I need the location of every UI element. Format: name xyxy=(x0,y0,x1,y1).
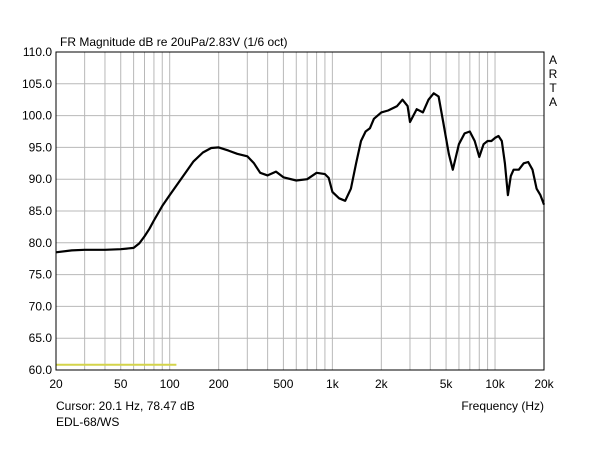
y-tick-label: 80.0 xyxy=(29,236,53,250)
y-tick-label: 110.0 xyxy=(23,45,52,59)
x-tick-label: 10k xyxy=(485,377,505,391)
y-tick-label: 60.0 xyxy=(29,363,53,377)
y-tick-label: 75.0 xyxy=(29,268,53,282)
x-tick-label: 100 xyxy=(160,377,180,391)
x-tick-label: 20 xyxy=(49,377,63,391)
device-name: EDL-68/WS xyxy=(56,415,119,429)
x-tick-label: 50 xyxy=(114,377,128,391)
x-tick-label: 2k xyxy=(375,377,389,391)
x-tick-label: 20k xyxy=(534,377,554,391)
y-tick-label: 70.0 xyxy=(29,299,53,313)
y-tick-label: 65.0 xyxy=(29,331,53,345)
y-tick-label: 85.0 xyxy=(29,204,53,218)
x-tick-label: 1k xyxy=(326,377,340,391)
side-label-letter: R xyxy=(549,67,558,81)
side-label-letter: T xyxy=(549,81,557,95)
x-axis-ticks: 20 50 100 200 500 1k 2k 5k 10k 20k xyxy=(49,377,554,391)
chart-title: FR Magnitude dB re 20uPa/2.83V (1/6 oct) xyxy=(60,35,287,49)
plot-frame xyxy=(55,51,545,371)
y-tick-label: 100.0 xyxy=(22,109,52,123)
y-axis-ticks: 60.0 65.0 70.0 75.0 80.0 85.0 90.0 95.0 100.0 105… xyxy=(22,45,52,377)
grid xyxy=(55,51,545,371)
y-tick-label: 105.0 xyxy=(22,77,52,91)
x-tick-label: 5k xyxy=(440,377,454,391)
cursor-readout: Cursor: 20.1 Hz, 78.47 dB xyxy=(56,399,195,413)
x-tick-label: 200 xyxy=(209,377,229,391)
side-label-letter: A xyxy=(549,95,557,109)
side-label-letter: A xyxy=(549,53,557,67)
x-tick-label: 500 xyxy=(273,377,293,391)
y-tick-label: 95.0 xyxy=(29,140,53,154)
x-axis-label: Frequency (Hz) xyxy=(461,399,544,413)
y-tick-label: 90.0 xyxy=(29,172,53,186)
response-curve xyxy=(55,92,546,254)
